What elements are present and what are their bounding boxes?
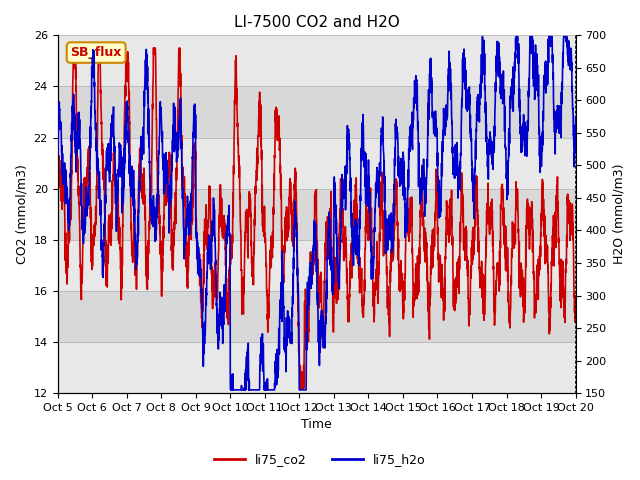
li75_h2o xyxy=(227,387,234,393)
Line: li75_co2: li75_co2 xyxy=(58,48,575,388)
li75_h2o xyxy=(253,387,260,393)
Bar xyxy=(58,342,575,393)
Y-axis label: H2O (mmol/m3): H2O (mmol/m3) xyxy=(612,164,625,264)
X-axis label: Time: Time xyxy=(301,419,332,432)
Bar xyxy=(58,36,575,86)
li75_co2 xyxy=(54,194,61,200)
li75_h2o xyxy=(143,78,151,84)
Y-axis label: CO2 (mmol/m3): CO2 (mmol/m3) xyxy=(15,164,28,264)
li75_co2 xyxy=(113,217,120,223)
li75_h2o xyxy=(113,203,120,209)
li75_co2 xyxy=(506,325,514,331)
Bar xyxy=(58,291,575,342)
Text: SB_flux: SB_flux xyxy=(70,46,122,59)
li75_co2 xyxy=(144,254,152,260)
li75_co2 xyxy=(296,385,303,391)
Bar xyxy=(58,86,575,138)
Title: LI-7500 CO2 and H2O: LI-7500 CO2 and H2O xyxy=(234,15,399,30)
li75_h2o xyxy=(479,34,486,39)
li75_h2o xyxy=(275,325,283,331)
Legend: li75_co2, li75_h2o: li75_co2, li75_h2o xyxy=(209,448,431,471)
Bar xyxy=(58,240,575,291)
Line: li75_h2o: li75_h2o xyxy=(58,36,575,390)
Bar xyxy=(58,138,575,189)
li75_co2 xyxy=(70,45,77,51)
li75_h2o xyxy=(572,114,579,120)
li75_co2 xyxy=(572,307,579,312)
Bar xyxy=(58,189,575,240)
li75_h2o xyxy=(54,140,61,146)
li75_co2 xyxy=(562,270,570,276)
li75_h2o xyxy=(506,96,514,102)
li75_co2 xyxy=(253,169,260,175)
li75_co2 xyxy=(275,114,283,120)
li75_h2o xyxy=(562,35,570,41)
